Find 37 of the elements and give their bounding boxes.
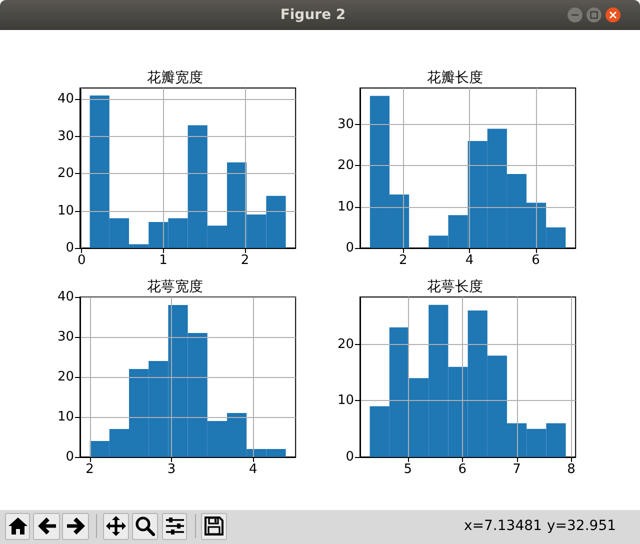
text: Figure 2 xyxy=(279,6,347,25)
chart-title: 花萼长度 xyxy=(427,279,484,295)
x-tick-label: 4 xyxy=(466,253,474,268)
y-tick-label: 0 xyxy=(346,450,354,464)
text: y=32.951 xyxy=(547,518,616,534)
y-tick-label: 30 xyxy=(338,117,354,132)
x-tick-label: 0 xyxy=(77,253,86,268)
y-tick-label: 40 xyxy=(57,92,74,107)
x-tick-label: 3 xyxy=(167,462,176,477)
y-tick-label: 30 xyxy=(57,128,74,144)
x-tick-label: 2 xyxy=(86,462,94,477)
y-tick-label: 10 xyxy=(338,199,354,214)
y-tick-label: 20 xyxy=(338,158,354,174)
y-tick-label: 0 xyxy=(66,450,74,464)
y-tick-label: 20 xyxy=(338,336,354,352)
x-tick-label: 4 xyxy=(248,462,258,477)
y-tick-label: 40 xyxy=(57,290,74,304)
x-tick-label: 7 xyxy=(513,462,522,477)
chart-title: 花萼宽度 xyxy=(147,279,203,295)
text: x=7.13481 xyxy=(464,518,542,534)
x-tick-label: 2 xyxy=(240,253,250,268)
x-tick-label: 5 xyxy=(404,462,412,477)
y-tick-label: 20 xyxy=(57,166,74,182)
y-tick-label: 10 xyxy=(57,203,74,218)
y-tick-label: 10 xyxy=(57,410,74,424)
y-tick-label: 0 xyxy=(66,240,74,256)
y-tick-label: 0 xyxy=(346,240,354,256)
x-tick-label: 6 xyxy=(532,253,540,268)
x-tick-label: 2 xyxy=(399,253,408,268)
chart-title: 花瓣宽度 xyxy=(147,70,203,86)
x-tick-label: 1 xyxy=(159,253,168,268)
chart-title: 花瓣长度 xyxy=(427,70,484,86)
y-tick-label: 30 xyxy=(57,330,74,344)
x-tick-label: 8 xyxy=(567,462,576,477)
y-tick-label: 20 xyxy=(57,370,74,384)
x-tick-label: 6 xyxy=(458,462,467,477)
y-tick-label: 10 xyxy=(338,393,354,408)
